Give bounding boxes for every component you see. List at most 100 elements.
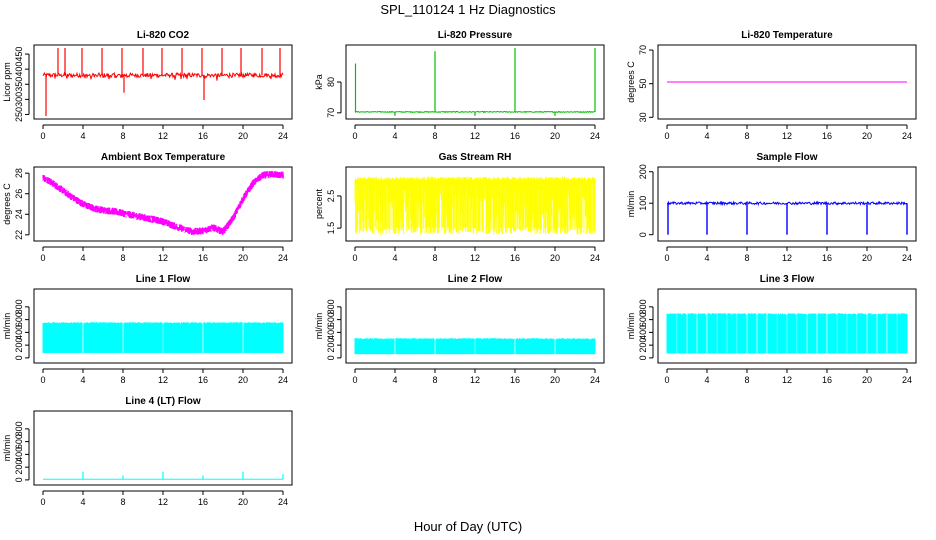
x-axis: 0 4 8 12 16 20 24 xyxy=(40,124,288,141)
figure-xlabel: Hour of Day (UTC) xyxy=(414,519,522,534)
x-tick-label: 8 xyxy=(432,131,437,141)
y-axis: 1.5 2.5 xyxy=(326,190,342,235)
y-tick-label: 600 xyxy=(638,312,648,327)
x-tick-label: 8 xyxy=(432,253,437,263)
x-axis: 0 4 8 12 16 20 24 xyxy=(352,246,600,263)
y-axis: 0 100 200 xyxy=(638,164,654,237)
y-tick-label: 400 xyxy=(638,325,648,340)
y-tick-label: 0 xyxy=(14,477,24,482)
x-tick-label: 4 xyxy=(80,131,85,141)
x-tick-label: 0 xyxy=(40,131,45,141)
data-series xyxy=(666,313,908,354)
data-series xyxy=(666,200,908,235)
x-tick-label: 0 xyxy=(352,131,357,141)
data-series xyxy=(354,176,596,235)
y-tick-label: 400 xyxy=(14,62,24,77)
chart-panel-p10: Line 4 (LT) Flow ml/min 0 4 8 12 16 20 24 0 200400… xyxy=(2,396,293,507)
x-tick-label: 20 xyxy=(862,375,872,385)
x-tick-label: 0 xyxy=(664,375,669,385)
x-tick-label: 16 xyxy=(822,375,832,385)
chart-title: Line 4 (LT) Flow xyxy=(125,396,201,407)
y-axis-label: Licor ppm xyxy=(2,62,12,102)
data-series xyxy=(43,471,284,480)
y-tick-label: 600 xyxy=(326,312,336,327)
x-tick-label: 16 xyxy=(198,131,208,141)
y-axis: 70 80 xyxy=(326,77,342,118)
x-axis: 0 4 8 12 16 20 24 xyxy=(664,246,912,263)
chart-panel-p6: Sample Flow ml/min 0 4 8 12 16 20 24 0 100 200 xyxy=(626,152,917,263)
chart-panel-p5: Gas Stream RH percent 0 4 8 12 16 20 24 1.5 2.5 xyxy=(314,152,605,263)
chart-title: Ambient Box Temperature xyxy=(101,152,226,163)
y-tick-label: 1.5 xyxy=(326,222,336,235)
x-tick-label: 12 xyxy=(782,253,792,263)
x-tick-label: 24 xyxy=(590,131,600,141)
y-tick-label: 800 xyxy=(14,421,24,436)
x-tick-label: 16 xyxy=(198,375,208,385)
y-axis-label: ml/min xyxy=(2,313,12,340)
data-series xyxy=(42,322,284,353)
chart-title: Li-820 Pressure xyxy=(438,30,513,41)
y-axis-label: ml/min xyxy=(626,313,636,340)
plot-frame xyxy=(345,288,605,364)
chart-panel-p2: Li-820 Pressure kPa 0 4 8 12 16 20 24 70 80 xyxy=(314,30,605,141)
x-tick-label: 24 xyxy=(590,375,600,385)
y-tick-label: 200 xyxy=(638,338,648,353)
x-axis: 0 4 8 12 16 20 24 xyxy=(352,124,600,141)
y-tick-label: 600 xyxy=(14,434,24,449)
x-tick-label: 24 xyxy=(902,253,912,263)
x-axis: 0 4 8 12 16 20 24 xyxy=(664,368,912,385)
x-tick-label: 4 xyxy=(80,375,85,385)
x-tick-label: 24 xyxy=(278,253,288,263)
chart-title: Sample Flow xyxy=(756,152,817,163)
y-axis-label: degrees C xyxy=(626,61,636,103)
x-tick-label: 8 xyxy=(120,497,125,507)
x-tick-label: 0 xyxy=(352,253,357,263)
plot-frame xyxy=(33,410,293,486)
y-axis-label: ml/min xyxy=(626,191,636,218)
y-tick-label: 450 xyxy=(14,47,24,62)
x-tick-label: 20 xyxy=(238,375,248,385)
chart-panel-p8: Line 2 Flow ml/min 0 4 8 12 16 20 24 0 20040060080… xyxy=(314,274,605,385)
x-tick-label: 8 xyxy=(120,375,125,385)
x-tick-label: 20 xyxy=(238,131,248,141)
x-tick-label: 20 xyxy=(550,131,560,141)
y-tick-label: 200 xyxy=(14,338,24,353)
x-tick-label: 4 xyxy=(392,375,397,385)
plot-frame xyxy=(33,44,293,120)
y-tick-label: 0 xyxy=(638,355,648,360)
data-series xyxy=(354,338,596,355)
x-tick-label: 16 xyxy=(822,253,832,263)
x-tick-label: 24 xyxy=(902,131,912,141)
y-tick-label: 30 xyxy=(638,112,648,122)
data-series xyxy=(354,48,596,116)
x-axis: 0 4 8 12 16 20 24 xyxy=(40,368,288,385)
chart-panel-p3: Li-820 Temperature degrees C 0 4 8 12 16 20 24 30… xyxy=(626,30,917,141)
y-tick-label: 300 xyxy=(14,92,24,107)
y-tick-label: 400 xyxy=(326,325,336,340)
series-line xyxy=(42,71,284,81)
x-tick-label: 20 xyxy=(862,253,872,263)
y-tick-label: 350 xyxy=(14,77,24,92)
figure-title: SPL_110124 1 Hz Diagnostics xyxy=(380,2,556,17)
x-tick-label: 12 xyxy=(782,375,792,385)
chart-title: Line 2 Flow xyxy=(448,274,503,285)
y-axis-label: ml/min xyxy=(314,313,324,340)
y-axis-label: percent xyxy=(314,188,324,219)
x-tick-label: 0 xyxy=(40,375,45,385)
x-tick-label: 16 xyxy=(510,375,520,385)
y-tick-label: 800 xyxy=(638,299,648,314)
x-tick-label: 4 xyxy=(704,131,709,141)
y-tick-label: 28 xyxy=(14,168,24,178)
x-tick-label: 8 xyxy=(120,131,125,141)
x-tick-label: 8 xyxy=(432,375,437,385)
x-tick-label: 24 xyxy=(278,497,288,507)
x-tick-label: 12 xyxy=(782,131,792,141)
x-tick-label: 0 xyxy=(352,375,357,385)
x-tick-label: 12 xyxy=(158,253,168,263)
